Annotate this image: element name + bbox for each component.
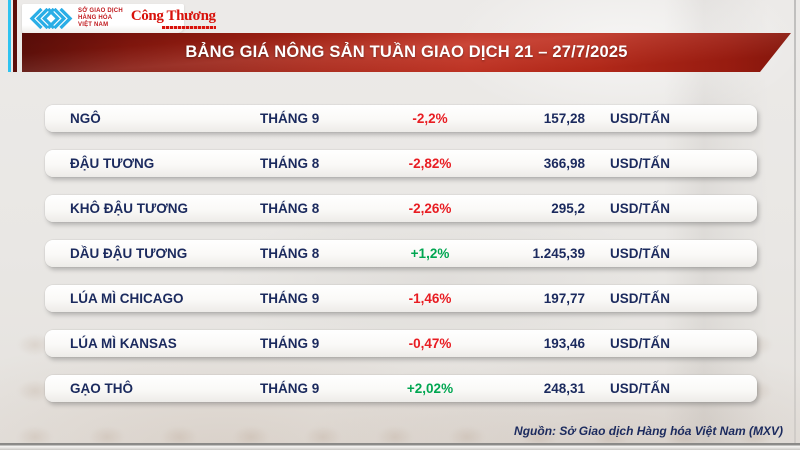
row-price: 157,28 [543, 111, 585, 126]
title-banner: BẢNG GIÁ NÔNG SẢN TUẦN GIAO DỊCH 21 – 27… [22, 33, 791, 72]
right-edge-line [794, 0, 796, 450]
row-unit: USD/TẤN [610, 291, 670, 306]
mxv-org-line1: SỞ GIAO DỊCH [78, 7, 123, 14]
row-unit: USD/TẤN [610, 201, 670, 216]
price-table: NGÔ THÁNG 9 -2,2% 157,28 USD/TẤN ĐẬU TƯƠ… [45, 105, 757, 402]
table-row: NGÔ THÁNG 9 -2,2% 157,28 USD/TẤN [45, 105, 757, 132]
contract-month: THÁNG 9 [260, 336, 320, 351]
row-price: 197,77 [543, 291, 585, 306]
commodity-name: DẦU ĐẬU TƯƠNG [70, 246, 188, 261]
contract-month: THÁNG 9 [260, 291, 320, 306]
row-change: -2,26% [408, 201, 452, 216]
row-change: -2,82% [408, 156, 452, 171]
row-price: 295,2 [551, 201, 585, 216]
table-row: LÚA MÌ KANSAS THÁNG 9 -0,47% 193,46 USD/… [45, 330, 757, 357]
row-change: +1,2% [410, 246, 450, 261]
bottom-bar [0, 443, 800, 450]
row-change: -2,2% [412, 111, 448, 126]
congthuong-tagline-strip [161, 25, 216, 29]
commodity-name: KHÔ ĐẬU TƯƠNG [70, 201, 188, 216]
page-title: BẢNG GIÁ NÔNG SẢN TUẦN GIAO DỊCH 21 – 27… [185, 43, 628, 61]
table-row: KHÔ ĐẬU TƯƠNG THÁNG 8 -2,26% 295,2 USD/T… [45, 195, 757, 222]
accent-stripe-cyan [8, 0, 11, 72]
contract-month: THÁNG 8 [260, 246, 320, 261]
row-change: +2,02% [406, 381, 454, 396]
mxv-logo-text: SỞ GIAO DỊCH HÀNG HÓA VIỆT NAM [78, 8, 123, 30]
mxv-chevrons-icon [29, 8, 73, 29]
row-price: 193,46 [543, 336, 585, 351]
table-row: GẠO THÔ THÁNG 9 +2,02% 248,31 USD/TẤN [45, 375, 757, 402]
row-unit: USD/TẤN [610, 336, 670, 351]
contract-month: THÁNG 8 [260, 156, 320, 171]
congthuong-masthead: Công Thương [130, 7, 216, 24]
row-price: 1.245,39 [532, 246, 585, 261]
contract-month: THÁNG 9 [260, 381, 320, 396]
row-change: -0,47% [408, 336, 452, 351]
source-note: Nguồn: Sở Giao dịch Hàng hóa Việt Nam (M… [514, 424, 783, 438]
contract-month: THÁNG 8 [260, 201, 320, 216]
accent-stripe-maroon [13, 0, 17, 72]
commodity-name: GẠO THÔ [70, 381, 133, 396]
mxv-org-line3: VIỆT NAM [78, 22, 109, 29]
commodity-name: LÚA MÌ KANSAS [70, 336, 177, 351]
table-row: ĐẬU TƯƠNG THÁNG 8 -2,82% 366,98 USD/TẤN [45, 150, 757, 177]
logo-plate: SỞ GIAO DỊCH HÀNG HÓA VIỆT NAM Công Thươ… [22, 4, 216, 33]
row-price: 248,31 [543, 381, 585, 396]
row-price: 366,98 [543, 156, 585, 171]
row-change: -1,46% [408, 291, 452, 306]
commodity-name: LÚA MÌ CHICAGO [70, 291, 184, 306]
commodity-name: ĐẬU TƯƠNG [70, 156, 155, 171]
row-unit: USD/TẤN [610, 381, 670, 396]
congthuong-logo: Công Thương [130, 7, 216, 29]
table-row: DẦU ĐẬU TƯƠNG THÁNG 8 +1,2% 1.245,39 USD… [45, 240, 757, 267]
contract-month: THÁNG 9 [260, 111, 320, 126]
row-unit: USD/TẤN [610, 156, 670, 171]
commodity-name: NGÔ [70, 111, 101, 126]
mxv-org-line2: HÀNG HÓA [78, 14, 113, 21]
table-row: LÚA MÌ CHICAGO THÁNG 9 -1,46% 197,77 USD… [45, 285, 757, 312]
row-unit: USD/TẤN [610, 111, 670, 126]
row-unit: USD/TẤN [610, 246, 670, 261]
